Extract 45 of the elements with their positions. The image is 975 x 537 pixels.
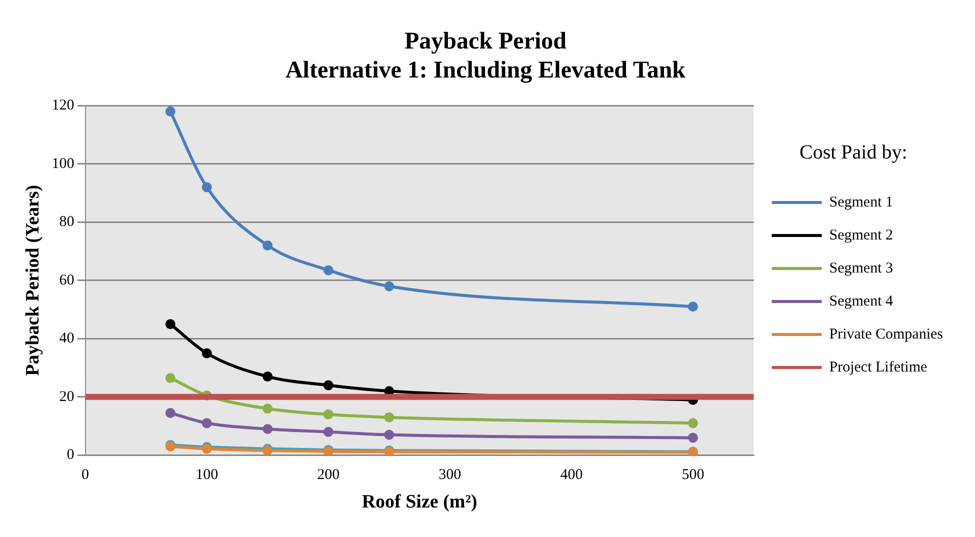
point (323, 426, 334, 437)
point (688, 432, 698, 443)
point (384, 281, 394, 292)
point (323, 380, 334, 390)
x-tick-label: 100 (196, 467, 218, 484)
point (202, 348, 212, 358)
legend-label: Segment 1 (829, 194, 894, 210)
point (262, 372, 273, 382)
point (384, 412, 394, 422)
point (384, 430, 394, 440)
legend-label: Segment 3 (829, 260, 894, 276)
y-tick-label: 20 (59, 388, 74, 405)
point (323, 265, 334, 276)
legend-label: Private Companies (829, 326, 944, 342)
point (165, 319, 176, 330)
legend-label: Segment 4 (829, 293, 894, 310)
legend-label: Project Lifetime (829, 359, 928, 376)
point (165, 372, 176, 383)
y-tick-label: 120 (52, 98, 74, 114)
y-tick-label: 0 (66, 447, 74, 464)
point (165, 106, 176, 116)
y-tick-label: 40 (59, 330, 74, 347)
point (262, 424, 273, 434)
point (165, 408, 176, 418)
point (202, 418, 212, 428)
legend-title: Cost Paid by: (799, 141, 908, 164)
x-axis-title: Roof Size (m²) (362, 492, 478, 513)
y-tick-label: 100 (52, 156, 74, 172)
x-tick-label: 300 (438, 467, 462, 484)
x-tick-label: 500 (682, 467, 704, 484)
point (323, 409, 334, 420)
point (688, 418, 698, 428)
point (688, 302, 698, 312)
chart-subtitle: Alternative 1: Including Elevated Tank (285, 57, 686, 84)
y-tick-label: 80 (59, 214, 74, 230)
point (262, 404, 273, 414)
y-tick-label: 60 (59, 272, 74, 288)
x-tick-label: 0 (82, 467, 90, 484)
point (202, 182, 212, 192)
x-tick-label: 400 (560, 467, 583, 484)
chart-title: Payback Period (404, 28, 568, 55)
legend-label: Segment 2 (829, 227, 894, 244)
y-axis-title: Payback Period (Years) (22, 184, 44, 376)
x-tick-label: 200 (317, 467, 340, 484)
point (262, 240, 273, 250)
